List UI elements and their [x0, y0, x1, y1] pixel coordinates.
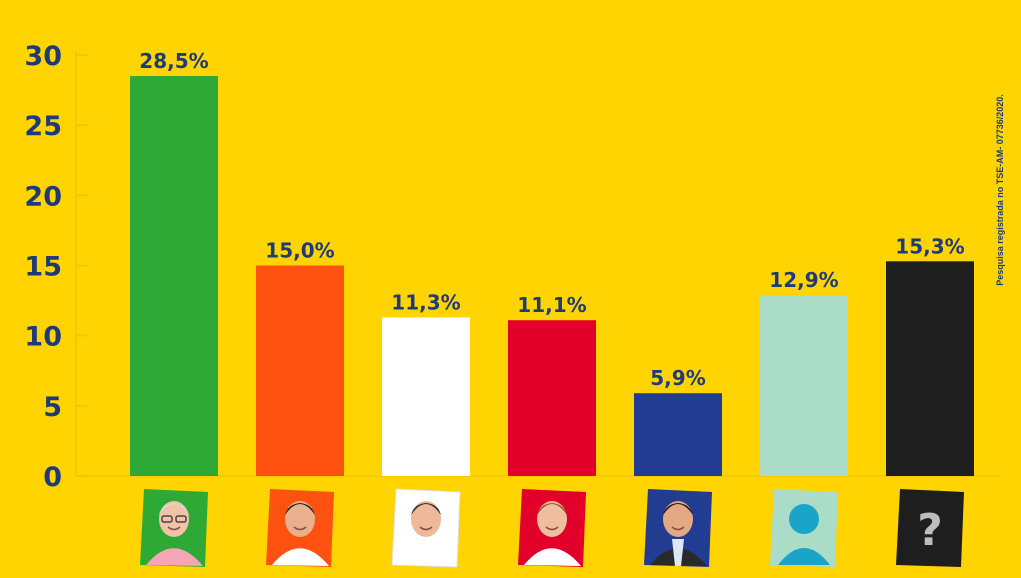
- bar: [634, 393, 722, 476]
- icon-mouth: [167, 526, 181, 531]
- bar: [256, 265, 344, 476]
- question-mark-icon: ?: [896, 489, 964, 567]
- icon-collar: [672, 539, 684, 566]
- icon-glasses-right: [175, 515, 187, 523]
- icon-hair: [411, 503, 441, 515]
- bar-value-label: 5,9%: [650, 366, 705, 390]
- y-tick-label: 20: [24, 181, 62, 212]
- icon-silhouette-body: [778, 548, 830, 565]
- bar-value-label: 15,0%: [265, 239, 334, 263]
- icon-hair: [285, 503, 315, 515]
- bar: [760, 294, 848, 476]
- question-mark-glyph: ?: [917, 505, 943, 556]
- category-icons: ?: [140, 488, 964, 568]
- icon-shoulders: [398, 548, 455, 566]
- candidate-photo-blue: [644, 489, 712, 567]
- icon-head: [285, 501, 315, 537]
- icon-head: [663, 501, 693, 537]
- icon-head: [411, 501, 441, 537]
- bar-value-label: 11,1%: [517, 293, 586, 317]
- icon-shoulders: [146, 548, 203, 566]
- icon-mouth: [545, 526, 559, 531]
- candidate-photo-orange: [266, 489, 334, 567]
- icon-tile: [896, 489, 964, 567]
- y-tick-label: 10: [24, 322, 62, 353]
- candidate-photo-green: [140, 489, 208, 567]
- data-labels: 28,5% 15,0% 11,3% 11,1% 5,9% 12,9% 15,3%: [139, 49, 964, 390]
- bar-value-label: 11,3%: [391, 290, 460, 314]
- icon-head: [537, 501, 567, 537]
- bar: [508, 320, 596, 476]
- icon-silhouette-head: [789, 504, 819, 534]
- icon-hair: [663, 503, 693, 515]
- icon-hair: [537, 503, 567, 515]
- icon-shoulders: [524, 548, 581, 566]
- bar: [886, 261, 974, 476]
- candidate-photo-white: [391, 488, 461, 568]
- bar-value-label: 15,3%: [895, 234, 964, 258]
- icon-mouth: [419, 526, 433, 531]
- bar: [130, 76, 218, 477]
- undisclosed-person-icon: [770, 489, 838, 567]
- y-tick-label: 5: [43, 392, 62, 423]
- icon-hair: [159, 503, 189, 515]
- registration-note: Pesquisa registrada no TSE-AM- 07736/202…: [995, 94, 1005, 286]
- icon-mouth: [671, 526, 685, 531]
- candidate-photo-red: [518, 489, 586, 567]
- icon-glasses-left: [161, 515, 173, 523]
- y-tick-label: 0: [43, 462, 62, 493]
- icon-shoulders: [272, 548, 329, 566]
- bar-value-label: 12,9%: [769, 268, 838, 292]
- bar: [382, 317, 470, 476]
- bars: [130, 76, 974, 477]
- y-tick-label: 15: [24, 252, 62, 283]
- icon-mouth: [293, 526, 307, 531]
- y-tick-label: 25: [24, 111, 62, 142]
- bar-value-label: 28,5%: [139, 49, 208, 73]
- y-tick-label: 30: [24, 41, 62, 72]
- icon-head: [159, 501, 189, 537]
- y-axis: 0 5 10 15 20 25 30: [24, 41, 1000, 493]
